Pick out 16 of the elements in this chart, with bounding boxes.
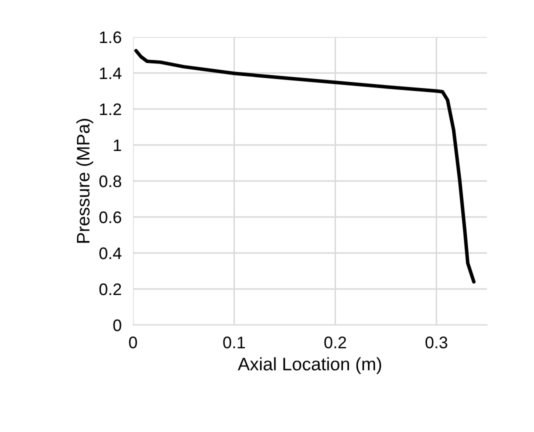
y-tick-label: 0.6 — [99, 211, 122, 224]
x-axis-title: Axial Location (m) — [238, 357, 382, 374]
x-tick-label: 0 — [129, 336, 137, 348]
line-series — [134, 48, 476, 284]
y-tick-label: 1.4 — [100, 68, 122, 80]
y-tick-label: 1.6 — [100, 31, 122, 44]
x-tick-label: 0.2 — [324, 336, 346, 348]
x-tick-label: 0.3 — [425, 336, 448, 348]
y-tick-label: 1 — [114, 140, 122, 152]
y-tick-label: 0.2 — [99, 283, 122, 296]
x-tick-label: 0.1 — [223, 336, 245, 348]
y-tick-label: 0 — [113, 319, 122, 332]
y-tick-label: 0.8 — [99, 175, 122, 188]
y-axis-title: Pressure (MPa) — [76, 118, 94, 243]
y-tick-label: 0.4 — [99, 247, 122, 260]
y-tick-label: 1.2 — [100, 103, 122, 116]
